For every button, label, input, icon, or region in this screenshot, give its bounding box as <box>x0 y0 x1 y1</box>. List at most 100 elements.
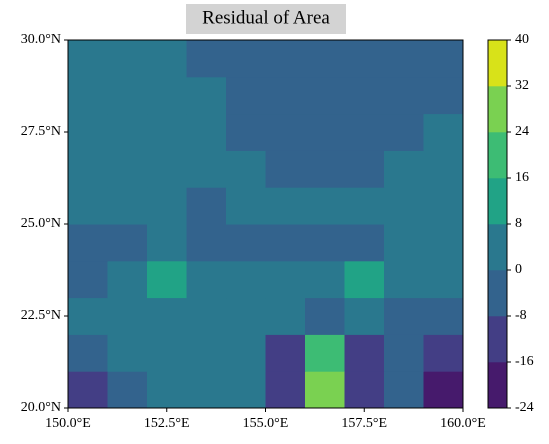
contour-cell <box>384 113 424 151</box>
colorbar-tick-label: 40 <box>515 32 529 47</box>
contour-cell <box>68 297 108 335</box>
contour-cell <box>305 297 345 335</box>
contour-cell <box>344 334 385 372</box>
y-tick-label: 20.0°N <box>21 400 61 415</box>
contour-cell <box>147 113 187 151</box>
x-tick-label: 152.5°E <box>144 416 190 431</box>
contour-cell <box>68 40 108 78</box>
contour-cell <box>186 224 227 262</box>
contour-cell <box>384 260 424 299</box>
contour-cell <box>147 224 187 262</box>
contour-cell <box>226 334 266 372</box>
contour-cell <box>423 297 464 335</box>
contour-cell <box>107 260 148 299</box>
colorbar-band <box>488 224 507 271</box>
contour-cell <box>344 260 385 299</box>
contour-cell <box>384 224 424 262</box>
contour-cell <box>265 150 306 188</box>
colorbar-tick-label: 0 <box>515 262 522 277</box>
contour-cell <box>68 187 108 225</box>
contour-cell <box>226 260 266 299</box>
contour-cell <box>265 76 306 115</box>
contour-cell <box>147 187 187 225</box>
contour-cell <box>147 297 187 335</box>
y-tick-label: 22.5°N <box>21 308 61 323</box>
y-tick-label: 27.5°N <box>21 124 61 139</box>
contour-cell <box>423 113 464 151</box>
contour-cell <box>68 260 108 299</box>
x-tick-label: 155.0°E <box>243 416 289 431</box>
contour-cell <box>384 76 424 115</box>
contour-cell <box>305 150 345 188</box>
contour-cell <box>186 150 227 188</box>
contour-cell <box>344 76 385 115</box>
contour-cell <box>265 187 306 225</box>
contour-cell <box>305 187 345 225</box>
contour-cell <box>265 260 306 299</box>
x-tick-label: 150.0°E <box>45 416 91 431</box>
contour-cell <box>107 187 148 225</box>
contour-cell <box>186 76 227 115</box>
contour-cell <box>226 371 266 409</box>
contour-cell <box>384 334 424 372</box>
contour-cell <box>107 76 148 115</box>
colorbar-band <box>488 270 507 317</box>
contour-cell <box>107 150 148 188</box>
contour-cell <box>344 297 385 335</box>
colorbar-band <box>488 40 507 87</box>
contour-cell <box>107 334 148 372</box>
y-tick-label: 25.0°N <box>21 216 61 231</box>
contour-cell <box>305 113 345 151</box>
chart-title: Residual of Area <box>202 7 330 28</box>
contour-cell <box>147 334 187 372</box>
contour-cell <box>423 76 464 115</box>
contour-cell <box>226 76 266 115</box>
colorbar-tick-label: -8 <box>515 308 527 323</box>
contour-cell <box>265 113 306 151</box>
contour-cell <box>186 260 227 299</box>
contour-cell <box>226 113 266 151</box>
contour-cell <box>186 297 227 335</box>
contour-cell <box>186 40 227 78</box>
contour-cell <box>305 334 345 372</box>
contour-cell <box>305 76 345 115</box>
contour-cell <box>344 224 385 262</box>
contour-cell <box>226 224 266 262</box>
contour-cell <box>305 371 345 409</box>
contour-cell <box>344 150 385 188</box>
colorbar-band <box>488 86 507 133</box>
contour-cell <box>384 371 424 409</box>
contour-cell <box>344 113 385 151</box>
contour-cell <box>186 371 227 409</box>
contour-cell <box>186 334 227 372</box>
contour-cell <box>305 260 345 299</box>
contour-cell <box>423 334 464 372</box>
y-tick-label: 30.0°N <box>21 32 61 47</box>
contour-cell <box>68 113 108 151</box>
contour-cell <box>265 297 306 335</box>
contour-cell <box>147 76 187 115</box>
contour-cell <box>107 113 148 151</box>
contour-cell <box>107 371 148 409</box>
contour-cell <box>147 40 187 78</box>
contour-cell <box>68 224 108 262</box>
contour-cell <box>423 260 464 299</box>
contour-cell <box>344 40 385 78</box>
contour-cell <box>423 371 464 409</box>
contour-cell <box>226 187 266 225</box>
x-tick-label: 160.0°E <box>440 416 486 431</box>
contour-cell <box>226 150 266 188</box>
contour-cell <box>423 40 464 78</box>
contour-cell <box>226 297 266 335</box>
colorbar-tick-label: -24 <box>515 400 534 415</box>
colorbar-tick-label: 8 <box>515 216 522 231</box>
colorbar-band <box>488 362 507 409</box>
colorbar-tick-label: 24 <box>515 124 529 139</box>
colorbar-tick-label: -16 <box>515 354 534 369</box>
contour-cell <box>423 224 464 262</box>
contour-cell <box>265 40 306 78</box>
contour-cell <box>384 297 424 335</box>
contour-cell <box>68 371 108 409</box>
contour-cell <box>305 224 345 262</box>
